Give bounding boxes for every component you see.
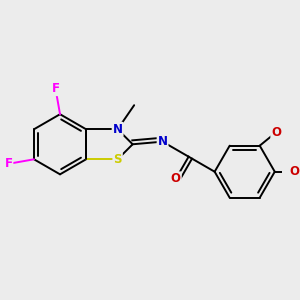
Text: F: F bbox=[52, 82, 59, 95]
Text: N: N bbox=[112, 123, 123, 136]
Text: O: O bbox=[271, 126, 281, 139]
Text: F: F bbox=[4, 157, 13, 170]
Text: O: O bbox=[171, 172, 181, 185]
Text: O: O bbox=[289, 165, 299, 178]
Text: S: S bbox=[113, 153, 122, 166]
Text: N: N bbox=[158, 135, 168, 148]
